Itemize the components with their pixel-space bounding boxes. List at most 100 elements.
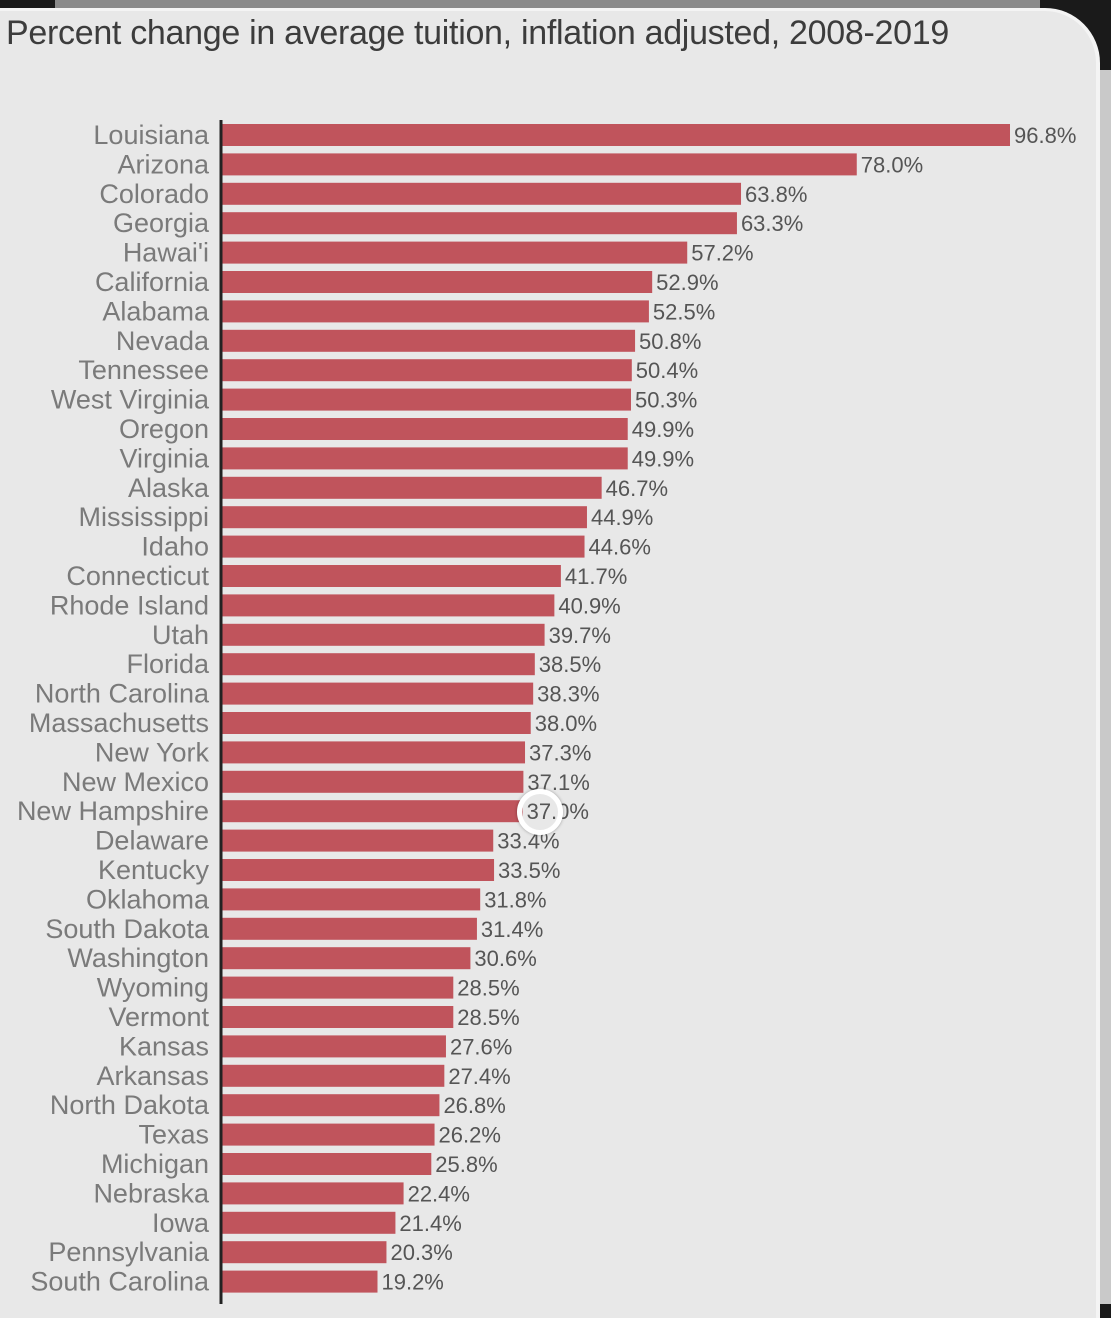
value-label: 57.2% [691, 241, 753, 266]
bar [221, 829, 494, 852]
category-label: West Virginia [51, 385, 210, 415]
touch-indicator [517, 789, 563, 835]
bar [221, 712, 531, 734]
category-label: North Dakota [50, 1090, 210, 1120]
bar [221, 565, 561, 587]
value-label: 40.9% [558, 593, 620, 618]
value-label: 28.5% [457, 1005, 519, 1030]
value-label: 96.8% [1014, 123, 1076, 148]
category-label: Arkansas [96, 1061, 209, 1091]
category-label: Utah [152, 620, 209, 650]
value-label: 27.4% [448, 1064, 510, 1089]
category-label: Vermont [108, 1002, 209, 1032]
bar [221, 182, 742, 205]
bar [221, 800, 523, 823]
value-label: 30.6% [474, 946, 536, 971]
category-label: California [95, 267, 210, 297]
bar [221, 741, 526, 764]
value-label: 49.9% [632, 417, 694, 442]
bar [221, 770, 524, 793]
category-label: Iowa [152, 1208, 210, 1238]
bar [221, 271, 653, 293]
bar [221, 476, 602, 499]
category-label: Kansas [119, 1031, 209, 1061]
bar [221, 212, 737, 235]
category-label: Kentucky [98, 855, 210, 885]
category-label: New Hampshire [17, 796, 209, 826]
category-label: Virginia [119, 443, 210, 473]
category-label: Hawai'i [123, 238, 209, 268]
value-label: 50.4% [636, 358, 698, 383]
bar [221, 1153, 432, 1175]
value-label: 20.3% [390, 1240, 452, 1265]
value-label: 19.2% [381, 1270, 443, 1295]
category-label: Pennsylvania [48, 1237, 210, 1267]
bar [221, 888, 481, 911]
value-label: 25.8% [435, 1152, 497, 1177]
bar [221, 1270, 378, 1293]
category-label: New York [95, 737, 210, 767]
category-label: North Carolina [35, 679, 210, 709]
bar [221, 859, 495, 881]
bar [221, 506, 587, 529]
bar [221, 917, 477, 940]
value-label: 50.8% [639, 329, 701, 354]
bar [221, 300, 649, 323]
bar [221, 1094, 440, 1117]
bar [221, 1182, 404, 1205]
category-label: South Dakota [45, 914, 210, 944]
bar [221, 1241, 387, 1264]
category-label: Georgia [113, 208, 210, 238]
value-label: 41.7% [565, 564, 627, 589]
bar [221, 947, 471, 970]
category-label: Louisiana [93, 120, 210, 150]
value-label: 44.6% [589, 535, 651, 560]
bar [221, 418, 628, 440]
category-label: Colorado [99, 179, 209, 209]
category-label: South Carolina [30, 1267, 210, 1297]
bar [221, 447, 628, 470]
category-label: Florida [126, 649, 210, 679]
category-label: Massachusetts [29, 708, 209, 738]
bar [221, 682, 534, 705]
category-label: Nevada [116, 326, 210, 356]
value-label: 63.8% [745, 182, 807, 207]
bar [221, 623, 545, 646]
bar [221, 124, 1010, 146]
value-label: 26.2% [439, 1123, 501, 1148]
category-label: Delaware [95, 826, 209, 856]
bar [221, 1006, 454, 1028]
category-label: Idaho [141, 532, 209, 562]
value-label: 52.9% [656, 270, 718, 295]
bar [221, 359, 632, 382]
category-label: Mississippi [78, 502, 209, 532]
value-label: 38.0% [535, 711, 597, 736]
category-label: Wyoming [97, 973, 209, 1003]
value-label: 63.3% [741, 211, 803, 236]
value-label: 38.3% [537, 682, 599, 707]
chart-subtitle: Percent change in average tuition, infla… [6, 14, 949, 52]
value-label: 52.5% [653, 299, 715, 324]
bar [221, 1064, 445, 1087]
value-label: 31.4% [481, 917, 543, 942]
value-label: 78.0% [861, 152, 923, 177]
value-label: 22.4% [408, 1181, 470, 1206]
category-label: Oklahoma [86, 884, 210, 914]
category-label: Alabama [102, 296, 210, 326]
value-label: 27.6% [450, 1034, 512, 1059]
scrollbar[interactable] [1100, 70, 1111, 1304]
bar [221, 653, 535, 676]
value-label: 28.5% [457, 976, 519, 1001]
value-label: 21.4% [399, 1211, 461, 1236]
category-label: Michigan [101, 1149, 209, 1179]
value-label: 37.3% [529, 740, 591, 765]
value-label: 26.8% [443, 1093, 505, 1118]
value-label: 38.5% [539, 652, 601, 677]
value-label: 31.8% [484, 887, 546, 912]
bar [221, 976, 454, 999]
category-label: Connecticut [66, 561, 209, 591]
category-label: Arizona [117, 149, 210, 179]
value-label: 44.9% [591, 505, 653, 530]
